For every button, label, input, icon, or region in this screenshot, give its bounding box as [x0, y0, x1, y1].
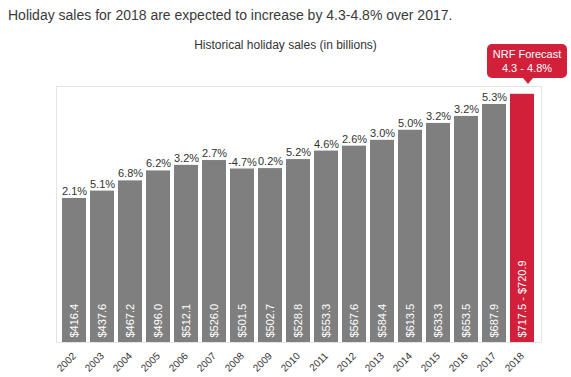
svg-text:2015: 2015	[419, 350, 443, 374]
svg-text:$437.6: $437.6	[96, 304, 108, 338]
svg-text:2002: 2002	[55, 350, 79, 374]
html-text:NRF Forecast: NRF Forecast	[492, 48, 562, 60]
svg-text:0.2%: 0.2%	[258, 155, 283, 167]
svg-text:6.2%: 6.2%	[146, 157, 171, 169]
svg-text:$567.6: $567.6	[348, 304, 360, 338]
svg-text:2.7%: 2.7%	[202, 147, 227, 159]
svg-text:2008: 2008	[223, 350, 247, 374]
svg-text:2007: 2007	[195, 350, 219, 374]
svg-text:$512.1: $512.1	[180, 304, 192, 338]
svg-text:3.2%: 3.2%	[454, 103, 479, 115]
svg-text:$633.3: $633.3	[432, 304, 444, 338]
svg-text:2.6%: 2.6%	[342, 133, 367, 145]
svg-text:$416.4: $416.4	[68, 304, 80, 338]
svg-text:2003: 2003	[83, 350, 107, 374]
svg-text:5.2%: 5.2%	[286, 146, 311, 158]
svg-text:2018: 2018	[503, 350, 527, 374]
html-text:Historical holiday sales (in b: Historical holiday sales (in billions)	[194, 38, 377, 52]
svg-text:2009: 2009	[251, 350, 275, 374]
svg-text:2013: 2013	[363, 350, 387, 374]
svg-text:$653.5: $653.5	[460, 304, 472, 338]
svg-text:$528.8: $528.8	[292, 304, 304, 338]
svg-text:$613.5: $613.5	[404, 304, 416, 338]
svg-text:5.0%: 5.0%	[398, 117, 423, 129]
svg-text:$584.4: $584.4	[376, 304, 388, 338]
svg-text:$501.5: $501.5	[236, 304, 248, 338]
svg-text:$502.7: $502.7	[264, 304, 276, 338]
svg-text:3.2%: 3.2%	[174, 152, 199, 164]
svg-text:5.3%: 5.3%	[482, 91, 507, 103]
svg-text:-4.7%: -4.7%	[228, 156, 257, 168]
svg-text:2.1%: 2.1%	[62, 185, 87, 197]
svg-text:2005: 2005	[139, 350, 163, 374]
svg-text:2010: 2010	[279, 350, 303, 374]
svg-text:4.6%: 4.6%	[314, 138, 339, 150]
svg-text:2012: 2012	[335, 350, 359, 374]
svg-text:$467.2: $467.2	[124, 304, 136, 338]
svg-text:3.0%: 3.0%	[370, 127, 395, 139]
svg-text:$687.9: $687.9	[488, 304, 500, 338]
svg-text:5.1%: 5.1%	[90, 178, 115, 190]
svg-text:2004: 2004	[111, 350, 135, 374]
svg-text:$526.0: $526.0	[208, 304, 220, 338]
svg-text:3.2%: 3.2%	[426, 110, 451, 122]
svg-text:$496.0: $496.0	[152, 304, 164, 338]
svg-text:2006: 2006	[167, 350, 191, 374]
svg-text:6.8%: 6.8%	[118, 167, 143, 179]
html-text:Holiday sales for 2018 are exp: Holiday sales for 2018 are expected to i…	[8, 7, 453, 23]
svg-text:2017: 2017	[475, 350, 499, 374]
html-text:4.3 - 4.8%: 4.3 - 4.8%	[501, 62, 553, 74]
svg-text:$553.3: $553.3	[320, 304, 332, 338]
svg-text:2014: 2014	[391, 350, 415, 374]
svg-text:2011: 2011	[307, 350, 330, 373]
svg-text:$717.5 - $720.9: $717.5 - $720.9	[516, 260, 528, 337]
svg-text:2016: 2016	[447, 350, 471, 374]
